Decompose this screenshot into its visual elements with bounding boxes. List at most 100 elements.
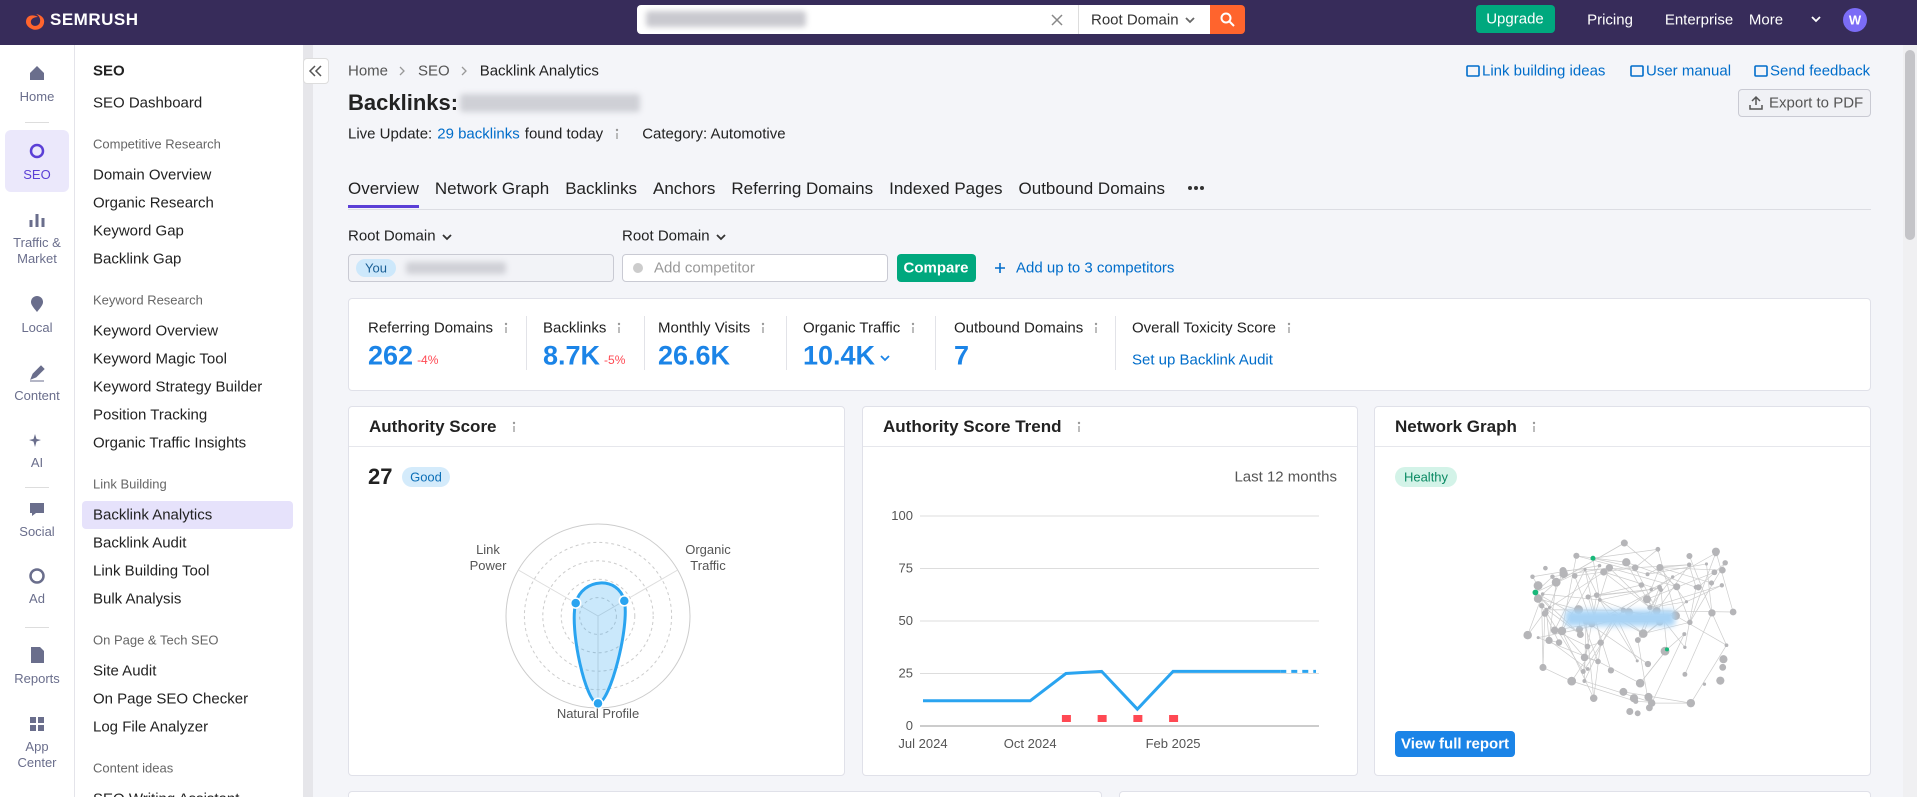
header-link[interactable]: Link building ideas: [1482, 62, 1606, 80]
widget-title: Authority Score: [369, 417, 497, 436]
network-node: [1719, 655, 1728, 664]
logo-flame: [26, 14, 45, 30]
dot: [1194, 186, 1199, 190]
trend-chart: 0 25 50 75 100 Jul 2024 Oct 2024 Feb 2025: [891, 508, 1319, 751]
sidebar-item[interactable]: Keyword Strategy Builder: [93, 378, 263, 396]
metric-divider: [644, 316, 645, 370]
sidebar-item[interactable]: Organic Research: [93, 194, 214, 212]
network-node: [1711, 569, 1718, 576]
sidebar-item[interactable]: Keyword Overview: [93, 322, 219, 340]
tab[interactable]: Backlinks: [565, 179, 637, 198]
top-link[interactable]: More: [1748, 11, 1784, 29]
header-link[interactable]: Send feedback: [1770, 62, 1871, 80]
sidebar-item[interactable]: Backlink Gap: [93, 250, 182, 268]
tab[interactable]: Outbound Domains: [1018, 179, 1166, 198]
network-node: [1719, 663, 1727, 671]
info-dot: [762, 322, 765, 326]
y-tick-label: 0: [906, 718, 913, 733]
network-edge: [1698, 562, 1726, 588]
sidebar-item[interactable]: SEO Dashboard: [93, 94, 203, 112]
network-node: [1644, 660, 1652, 668]
network-node: [1683, 645, 1687, 649]
tab[interactable]: Anchors: [653, 179, 716, 198]
score: 27: [368, 464, 393, 489]
top-link[interactable]: Enterprise: [1664, 11, 1734, 29]
search-button[interactable]: [1210, 5, 1245, 34]
sidebar-item[interactable]: Domain Overview: [93, 166, 212, 184]
scope-dropdown[interactable]: Root Domain: [348, 227, 436, 245]
sidebar-item[interactable]: On Page SEO Checker: [93, 690, 249, 708]
radar-spoke: [518, 569, 599, 617]
scope-dropdown[interactable]: Root Domain: [622, 227, 710, 245]
metric-divider: [786, 316, 787, 370]
widget-title: Network Graph: [1395, 417, 1517, 436]
header-link[interactable]: User manual: [1646, 62, 1732, 80]
plus-icon: [995, 263, 1005, 273]
network-edge: [1585, 621, 1595, 699]
network-edge: [1576, 555, 1648, 575]
network-node: [1590, 555, 1596, 561]
avatar-letter: W: [1848, 12, 1862, 28]
metric-label: Organic Traffic: [803, 319, 901, 337]
sidebar-item[interactable]: Log File Analyzer: [93, 718, 209, 736]
network-node: [1539, 663, 1547, 672]
report-button[interactable]: [1395, 731, 1515, 757]
tab[interactable]: Network Graph: [434, 179, 550, 198]
metric-link[interactable]: Set up Backlink Audit: [1132, 351, 1273, 369]
radar-axis-label: Natural Profile: [556, 706, 640, 721]
sidebar-item[interactable]: SEO Writing Assistant: [93, 791, 239, 797]
network-node: [1543, 565, 1548, 571]
collapse-chevrons: [308, 65, 322, 77]
breadcrumb-item[interactable]: Home: [348, 62, 389, 80]
add-competitors[interactable]: Add up to 3 competitors: [1016, 259, 1175, 277]
network-node: [1585, 594, 1591, 600]
tabs-divider: [348, 209, 1871, 210]
chevron-path: [880, 355, 890, 362]
breadcrumb-item[interactable]: SEO: [418, 62, 450, 80]
network-node: [1551, 577, 1561, 587]
network-focus: [1565, 610, 1675, 626]
network-node: [1638, 582, 1645, 588]
metric-value[interactable]: 10.4K: [803, 340, 876, 371]
live-update-link[interactable]: 29 backlinks: [437, 125, 520, 143]
collapse-icon: [308, 65, 322, 77]
tab[interactable]: Referring Domains: [731, 179, 874, 198]
network-node: [1584, 643, 1591, 650]
network-node: [1622, 558, 1631, 567]
sidebar-item[interactable]: Keyword Gap: [93, 222, 184, 240]
metric-label: Overall Toxicity Score: [1132, 319, 1276, 337]
metric-value[interactable]: 7: [954, 340, 970, 371]
plus: [995, 263, 1005, 273]
sidebar-item[interactable]: Bulk Analysis: [93, 590, 182, 608]
metric-value[interactable]: 8.7K: [543, 340, 601, 371]
tab[interactable]: Indexed Pages: [889, 179, 1003, 198]
metric-label: Monthly Visits: [658, 319, 751, 337]
sidebar-item[interactable]: Position Tracking: [93, 406, 208, 424]
network-edge: [1571, 680, 1636, 702]
competitor-input[interactable]: [622, 254, 888, 282]
sidebar-item[interactable]: Organic Traffic Insights: [93, 434, 247, 452]
network-node: [1576, 631, 1584, 639]
network-node: [1645, 704, 1653, 712]
export-button[interactable]: [1738, 89, 1871, 117]
sidebar-item[interactable]: Site Audit: [93, 662, 157, 680]
chevron: [1811, 16, 1821, 23]
compare-button[interactable]: [897, 254, 976, 282]
glyph: [29, 568, 45, 584]
metric-value[interactable]: 26.6K: [658, 340, 731, 371]
network-node: [1664, 647, 1670, 652]
network-edge: [1690, 645, 1727, 704]
rail-label: Ad: [29, 591, 45, 606]
sidebar-item[interactable]: Backlink Audit: [93, 534, 187, 552]
sidebar-item[interactable]: Keyword Magic Tool: [93, 350, 227, 368]
tab[interactable]: Overview: [348, 179, 419, 198]
rail-label: Traffic & Market: [13, 235, 61, 266]
sidebar-item[interactable]: Backlink Analytics: [93, 506, 213, 524]
trend-line: [923, 669, 1281, 712]
top-link[interactable]: Pricing: [1587, 11, 1633, 29]
sidebar-item[interactable]: Link Building Tool: [93, 562, 210, 580]
glyph: [31, 647, 44, 663]
rail-divider: [25, 627, 49, 628]
upgrade-button[interactable]: [1476, 5, 1555, 33]
metric-value[interactable]: 262: [368, 340, 414, 371]
